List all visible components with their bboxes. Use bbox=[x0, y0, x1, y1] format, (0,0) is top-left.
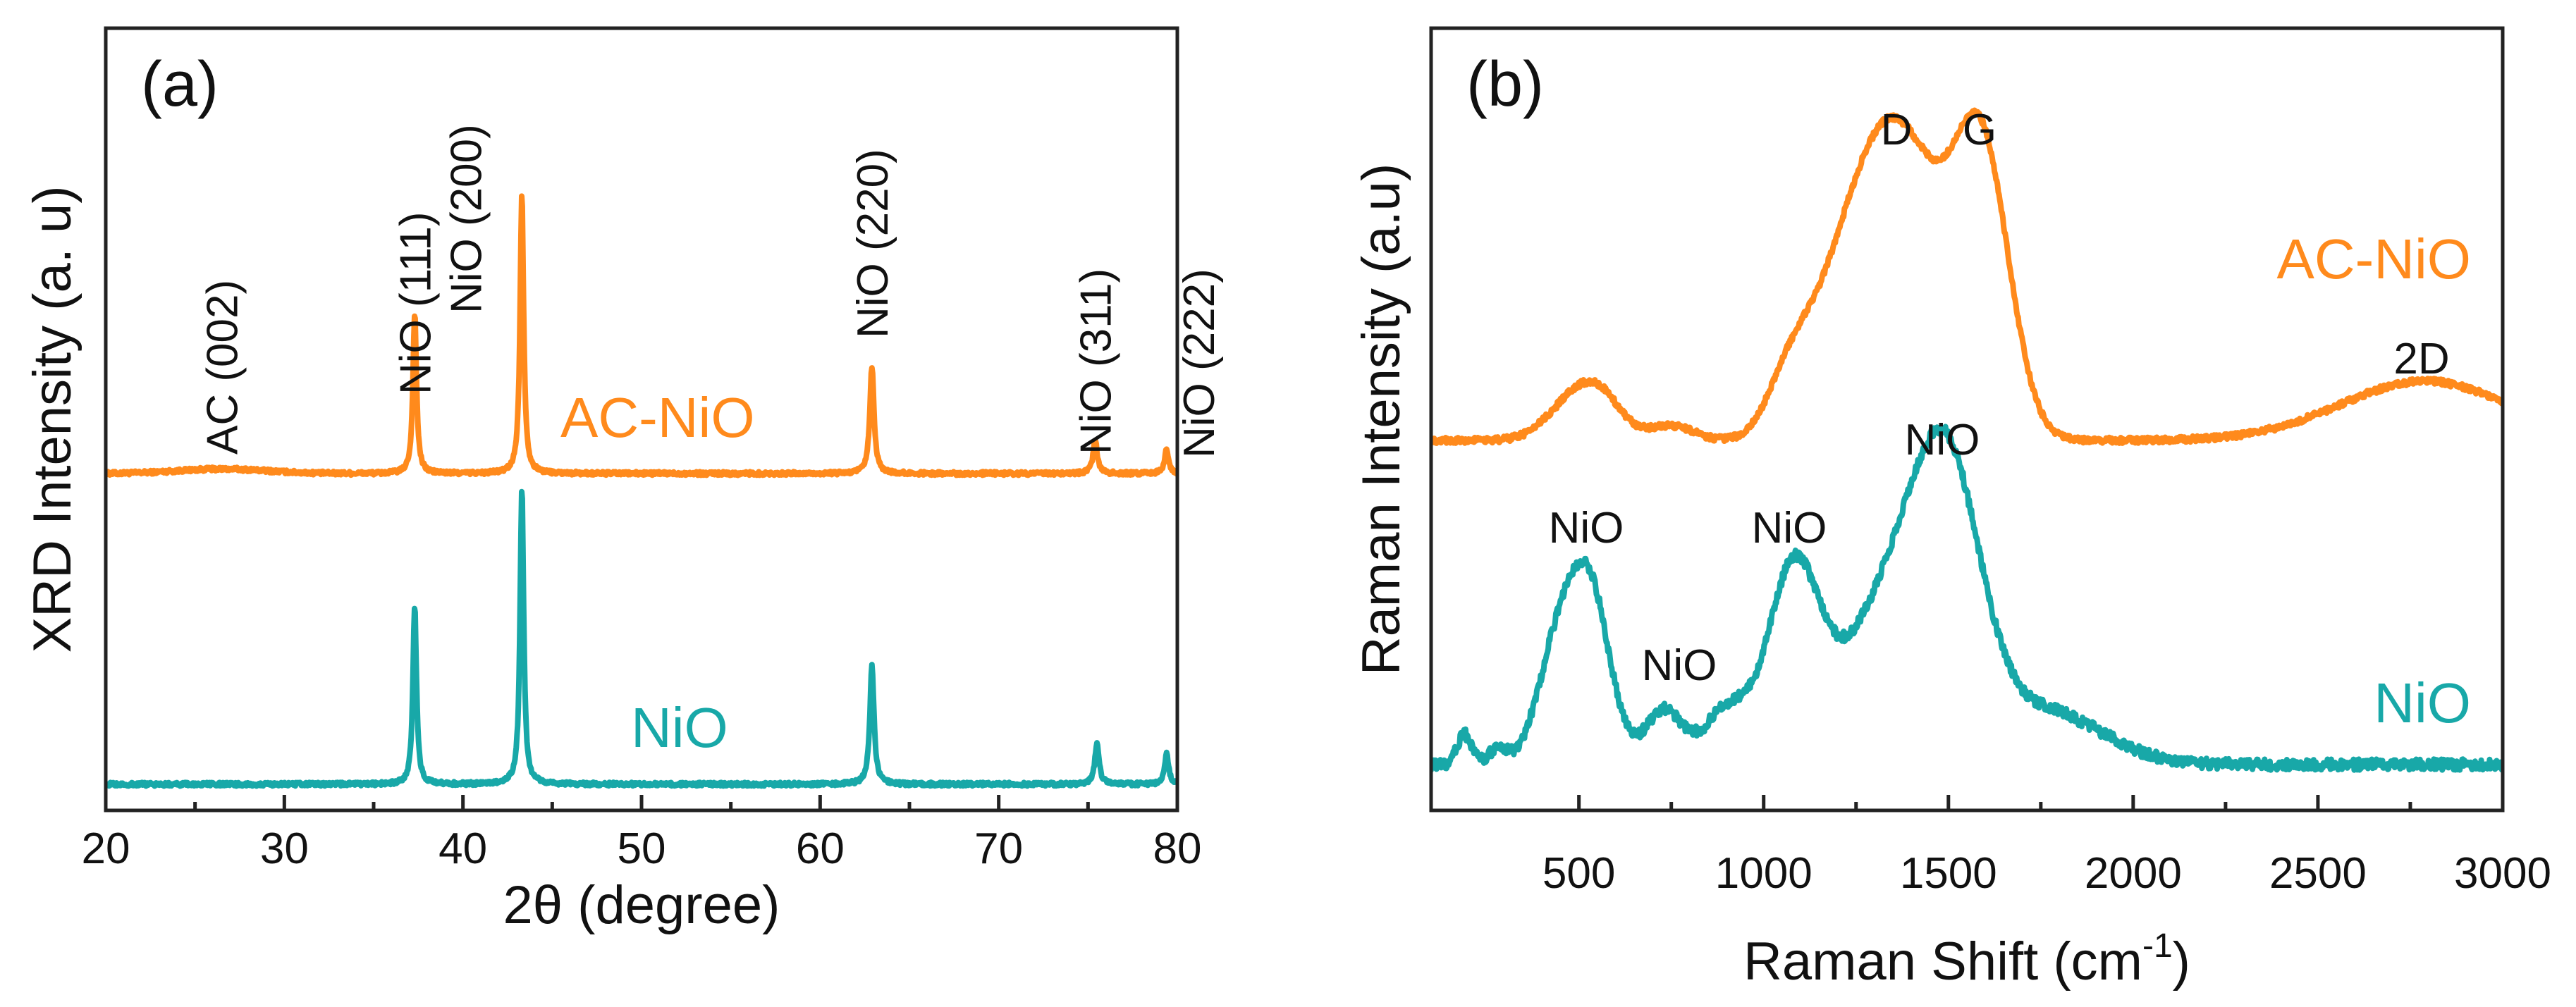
x-tick-label: 20 bbox=[82, 824, 130, 873]
raman-series-label-nio: NiO bbox=[2374, 672, 2471, 734]
raman-plot-frame bbox=[1429, 26, 2505, 813]
x-tick-label: 50 bbox=[618, 824, 666, 873]
xrd-series-label-ac-nio: AC-NiO bbox=[560, 386, 755, 449]
raman-x-axis-title-end: ) bbox=[2173, 932, 2190, 991]
panel-label-b: (b) bbox=[1466, 49, 1544, 120]
raman-peak-label-nio-1080: NiO bbox=[1752, 504, 1827, 552]
raman-peak-label-nio-740: NiO bbox=[1642, 641, 1717, 690]
panel-a: 20 30 40 50 60 70 80 (a) 2θ (degree) XRD Inten… bbox=[23, 26, 1224, 935]
raman-x-axis-title-superscript: -1 bbox=[2142, 927, 2173, 965]
x-tick-label: 2500 bbox=[2269, 849, 2367, 898]
raman-x-ticks: 500 1000 1500 2000 2500 3000 bbox=[1542, 795, 2551, 898]
xrd-trace-ac-nio bbox=[106, 193, 1177, 478]
raman-peak-label-nio-510: NiO bbox=[1549, 504, 1624, 552]
panel-b: 500 1000 1500 2000 2500 3000 (b) Raman Shift … bbox=[1351, 26, 2551, 991]
xrd-peak-label-nio-311: NiO (311) bbox=[1072, 268, 1121, 455]
x-tick-label: 3000 bbox=[2454, 849, 2551, 898]
panel-label-a: (a) bbox=[141, 49, 219, 120]
raman-trace-nio bbox=[1431, 424, 2503, 773]
raman-peak-label-d: D bbox=[1881, 106, 1913, 154]
x-tick-label: 40 bbox=[438, 824, 487, 873]
xrd-series-label-nio: NiO bbox=[631, 696, 728, 759]
x-tick-label: 1000 bbox=[1715, 849, 1813, 898]
xrd-x-axis-title: 2θ (degree) bbox=[503, 875, 780, 935]
x-tick-label: 70 bbox=[974, 824, 1023, 873]
raman-y-axis-title: Raman Intensity (a.u) bbox=[1351, 163, 1411, 676]
xrd-y-axis-title: XRD Intensity (a. u) bbox=[23, 185, 82, 653]
x-tick-label: 2000 bbox=[2085, 849, 2182, 898]
xrd-peak-label-nio-222: NiO (222) bbox=[1175, 268, 1224, 458]
raman-series-label-ac-nio: AC-NiO bbox=[2276, 228, 2471, 290]
raman-x-axis-title-text: Raman Shift (cm bbox=[1743, 932, 2142, 991]
raman-trace-ac-nio bbox=[1431, 107, 2503, 447]
x-tick-label: 60 bbox=[796, 824, 845, 873]
raman-peak-label-2d: 2D bbox=[2393, 335, 2449, 383]
xrd-x-ticks: 20 30 40 50 60 70 80 bbox=[82, 795, 1202, 873]
x-tick-label: 80 bbox=[1153, 824, 1202, 873]
x-tick-label: 30 bbox=[260, 824, 309, 873]
x-tick-label: 1500 bbox=[1900, 849, 1997, 898]
raman-peak-label-nio-1500: NiO bbox=[1905, 416, 1980, 464]
xrd-peak-label-ac-002: AC (002) bbox=[199, 280, 247, 455]
raman-peak-label-g: G bbox=[1963, 106, 1997, 154]
x-tick-label: 500 bbox=[1542, 849, 1615, 898]
xrd-peak-label-nio-111: NiO (111) bbox=[391, 211, 440, 395]
xrd-trace-nio bbox=[106, 488, 1177, 789]
xrd-peak-label-nio-220: NiO (220) bbox=[849, 149, 897, 338]
xrd-peak-label-nio-200: NiO (200) bbox=[442, 124, 491, 314]
raman-x-axis-title: Raman Shift (cm-1) bbox=[1743, 927, 2190, 991]
